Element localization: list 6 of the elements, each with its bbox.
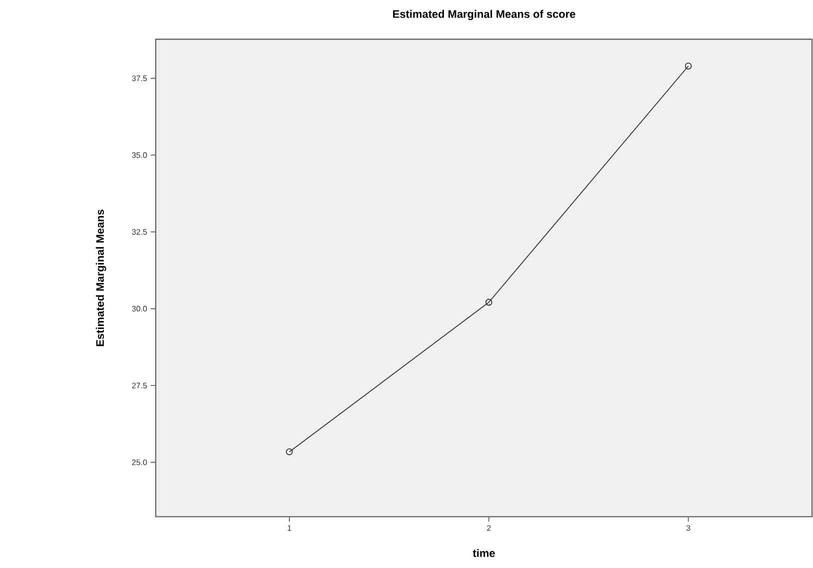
- point: [485, 298, 492, 306]
- y-axis-title: Estimated Marginal Means: [96, 210, 106, 346]
- point: [684, 62, 692, 70]
- point: [286, 448, 293, 456]
- x-axis-title: time: [472, 548, 495, 558]
- chart-title: Estimated Marginal Means of score: [393, 10, 576, 20]
